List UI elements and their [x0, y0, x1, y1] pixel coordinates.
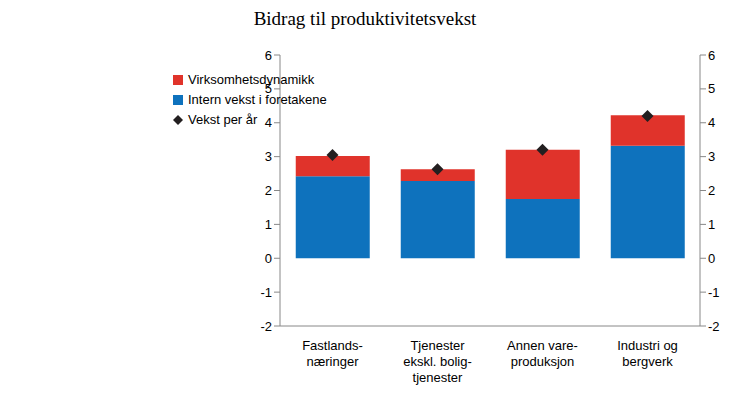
svg-text:1: 1	[708, 217, 715, 232]
svg-text:Industri ogbergverk: Industri ogbergverk	[617, 338, 678, 369]
svg-text:-2: -2	[708, 319, 720, 334]
svg-text:6: 6	[708, 48, 715, 63]
svg-text:Annen vare-produksjon: Annen vare-produksjon	[507, 338, 578, 369]
svg-text:2: 2	[708, 183, 715, 198]
svg-text:2: 2	[265, 183, 272, 198]
svg-text:3: 3	[708, 149, 715, 164]
svg-text:Fastlands-næringer: Fastlands-næringer	[302, 338, 363, 369]
svg-text:5: 5	[265, 81, 272, 96]
svg-text:6: 6	[265, 48, 272, 63]
svg-text:4: 4	[265, 115, 272, 130]
svg-text:5: 5	[708, 81, 715, 96]
svg-text:0: 0	[265, 251, 272, 266]
svg-text:-1: -1	[708, 285, 720, 300]
svg-text:3: 3	[265, 149, 272, 164]
svg-text:-1: -1	[260, 285, 272, 300]
svg-text:1: 1	[265, 217, 272, 232]
svg-text:Tjenesterekskl. bolig-tjeneste: Tjenesterekskl. bolig-tjenester	[403, 338, 472, 385]
svg-text:-2: -2	[260, 319, 272, 334]
svg-text:4: 4	[708, 115, 715, 130]
svg-text:0: 0	[708, 251, 715, 266]
